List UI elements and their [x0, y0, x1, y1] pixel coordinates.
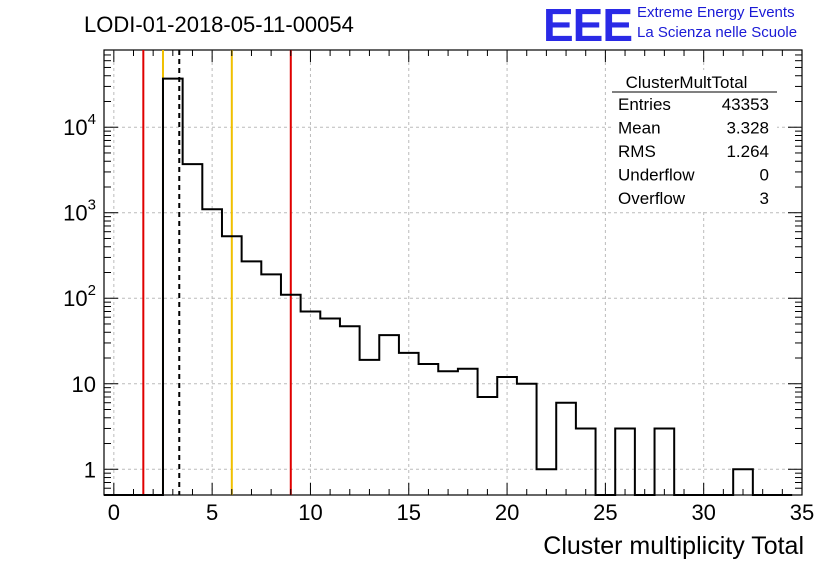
stats-row-label: Entries — [618, 95, 671, 114]
y-tick-label: 103 — [63, 197, 96, 226]
histogram-bar — [655, 428, 675, 495]
stats-row-value: 3 — [760, 189, 769, 208]
logo-letters: EEE — [543, 0, 633, 51]
stats-row-label: Overflow — [618, 189, 686, 208]
x-tick-label: 5 — [206, 500, 218, 525]
stats-row-label: RMS — [618, 142, 656, 161]
histogram-bar — [360, 360, 380, 495]
stats-box-bg — [612, 70, 777, 212]
x-axis-label: Cluster multiplicity Total — [543, 532, 804, 560]
stats-row-value: 1.264 — [726, 142, 769, 161]
histogram-bar — [438, 371, 458, 495]
y-tick-label: 102 — [63, 282, 96, 311]
stats-box: ClusterMultTotal Entries 43353 Mean 3.328 RMS… — [612, 70, 777, 212]
x-tick-label: 20 — [495, 500, 519, 525]
grid — [104, 50, 802, 495]
histogram-bar — [261, 274, 281, 495]
x-tick-label: 0 — [108, 500, 120, 525]
x-tick-label: 30 — [691, 500, 715, 525]
stats-row-value: 3.328 — [726, 119, 769, 138]
chart-title: LODI-01-2018-05-11-00054 — [84, 12, 354, 37]
histogram-bars — [104, 77, 793, 496]
stats-box-title: ClusterMultTotal — [626, 73, 748, 92]
histogram-bar — [576, 428, 596, 495]
stats-row-value: 0 — [760, 166, 769, 185]
histogram-bar — [242, 261, 262, 495]
y-axis: 1 10 102 103 104 — [63, 49, 802, 496]
logo-line1: Extreme Energy Events — [637, 4, 795, 21]
x-tick-label: 35 — [790, 500, 814, 525]
histogram-bar — [517, 384, 537, 495]
histogram-bar — [183, 164, 203, 495]
histogram-bar — [379, 335, 399, 495]
x-tick-label: 10 — [298, 500, 322, 525]
x-tick-label: 15 — [397, 500, 421, 525]
stats-row-label: Underflow — [618, 166, 695, 185]
histogram-bar — [556, 403, 576, 495]
histogram-bar — [478, 397, 498, 495]
y-tick-label: 10 — [72, 372, 96, 397]
stats-row-label: Mean — [618, 119, 661, 138]
stats-row-value: 43353 — [722, 95, 769, 114]
eee-logo: EEE Extreme Energy Events La Scienza nel… — [543, 0, 833, 51]
marker-lines — [142, 50, 292, 495]
x-axis: 0 5 10 15 20 25 30 35 — [108, 50, 814, 525]
x-tick-label: 25 — [593, 500, 617, 525]
y-tick-label: 104 — [63, 111, 96, 140]
histogram-bar — [320, 318, 340, 495]
y-tick-label: 1 — [84, 457, 96, 482]
logo-line2: La Scienza nelle Scuole — [637, 24, 798, 41]
histogram-outline — [104, 77, 793, 496]
histogram-bar — [458, 369, 478, 495]
histogram-bar — [615, 428, 635, 495]
